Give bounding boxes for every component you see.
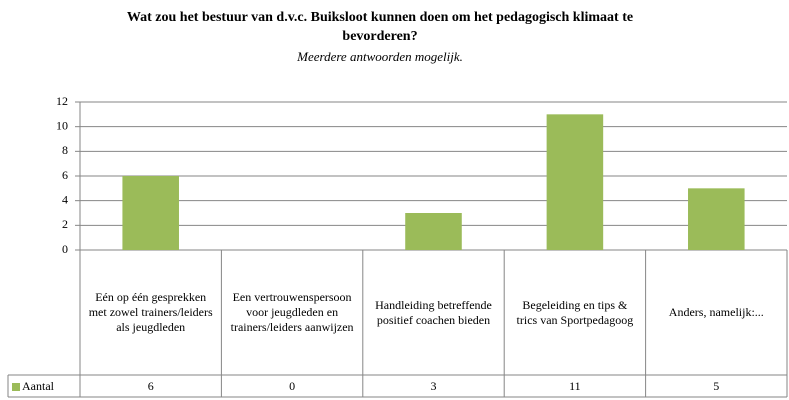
y-tick-label: 0 <box>62 242 68 256</box>
chart-subtitle: Meerdere antwoorden mogelijk. <box>297 49 463 64</box>
y-tick-label: 2 <box>62 217 68 231</box>
bar <box>405 213 462 250</box>
y-tick-label: 4 <box>62 192 68 206</box>
x-tick-label: Eén op één gesprekken met zowel trainers… <box>88 290 213 334</box>
bar <box>688 188 745 250</box>
y-tick-label: 12 <box>56 94 68 108</box>
x-tick-label: Begeleiding en tips & trics van Sportped… <box>516 297 634 327</box>
table-value: 5 <box>713 378 720 393</box>
chart-title: Wat zou het bestuur van d.v.c. Buiksloot… <box>126 10 634 44</box>
y-tick-label: 6 <box>62 168 68 182</box>
x-tick-label: Handleiding betreffende positief coachen… <box>375 297 492 327</box>
table-value: 6 <box>147 378 154 393</box>
bar <box>122 176 179 250</box>
legend-swatch <box>12 382 20 391</box>
table-value: 0 <box>289 378 296 393</box>
legend: Aantal <box>12 376 54 397</box>
legend-label: Aantal <box>22 379 54 393</box>
x-tick-label: Een vertrouwenspersoon voor jeugdleden e… <box>230 290 354 334</box>
table-value: 3 <box>430 378 437 393</box>
y-tick-label: 10 <box>56 118 68 132</box>
table-value: 11 <box>569 378 581 393</box>
bar <box>546 114 604 250</box>
x-tick-label: Anders, namelijk:... <box>668 305 764 319</box>
y-tick-label: 8 <box>62 143 68 157</box>
